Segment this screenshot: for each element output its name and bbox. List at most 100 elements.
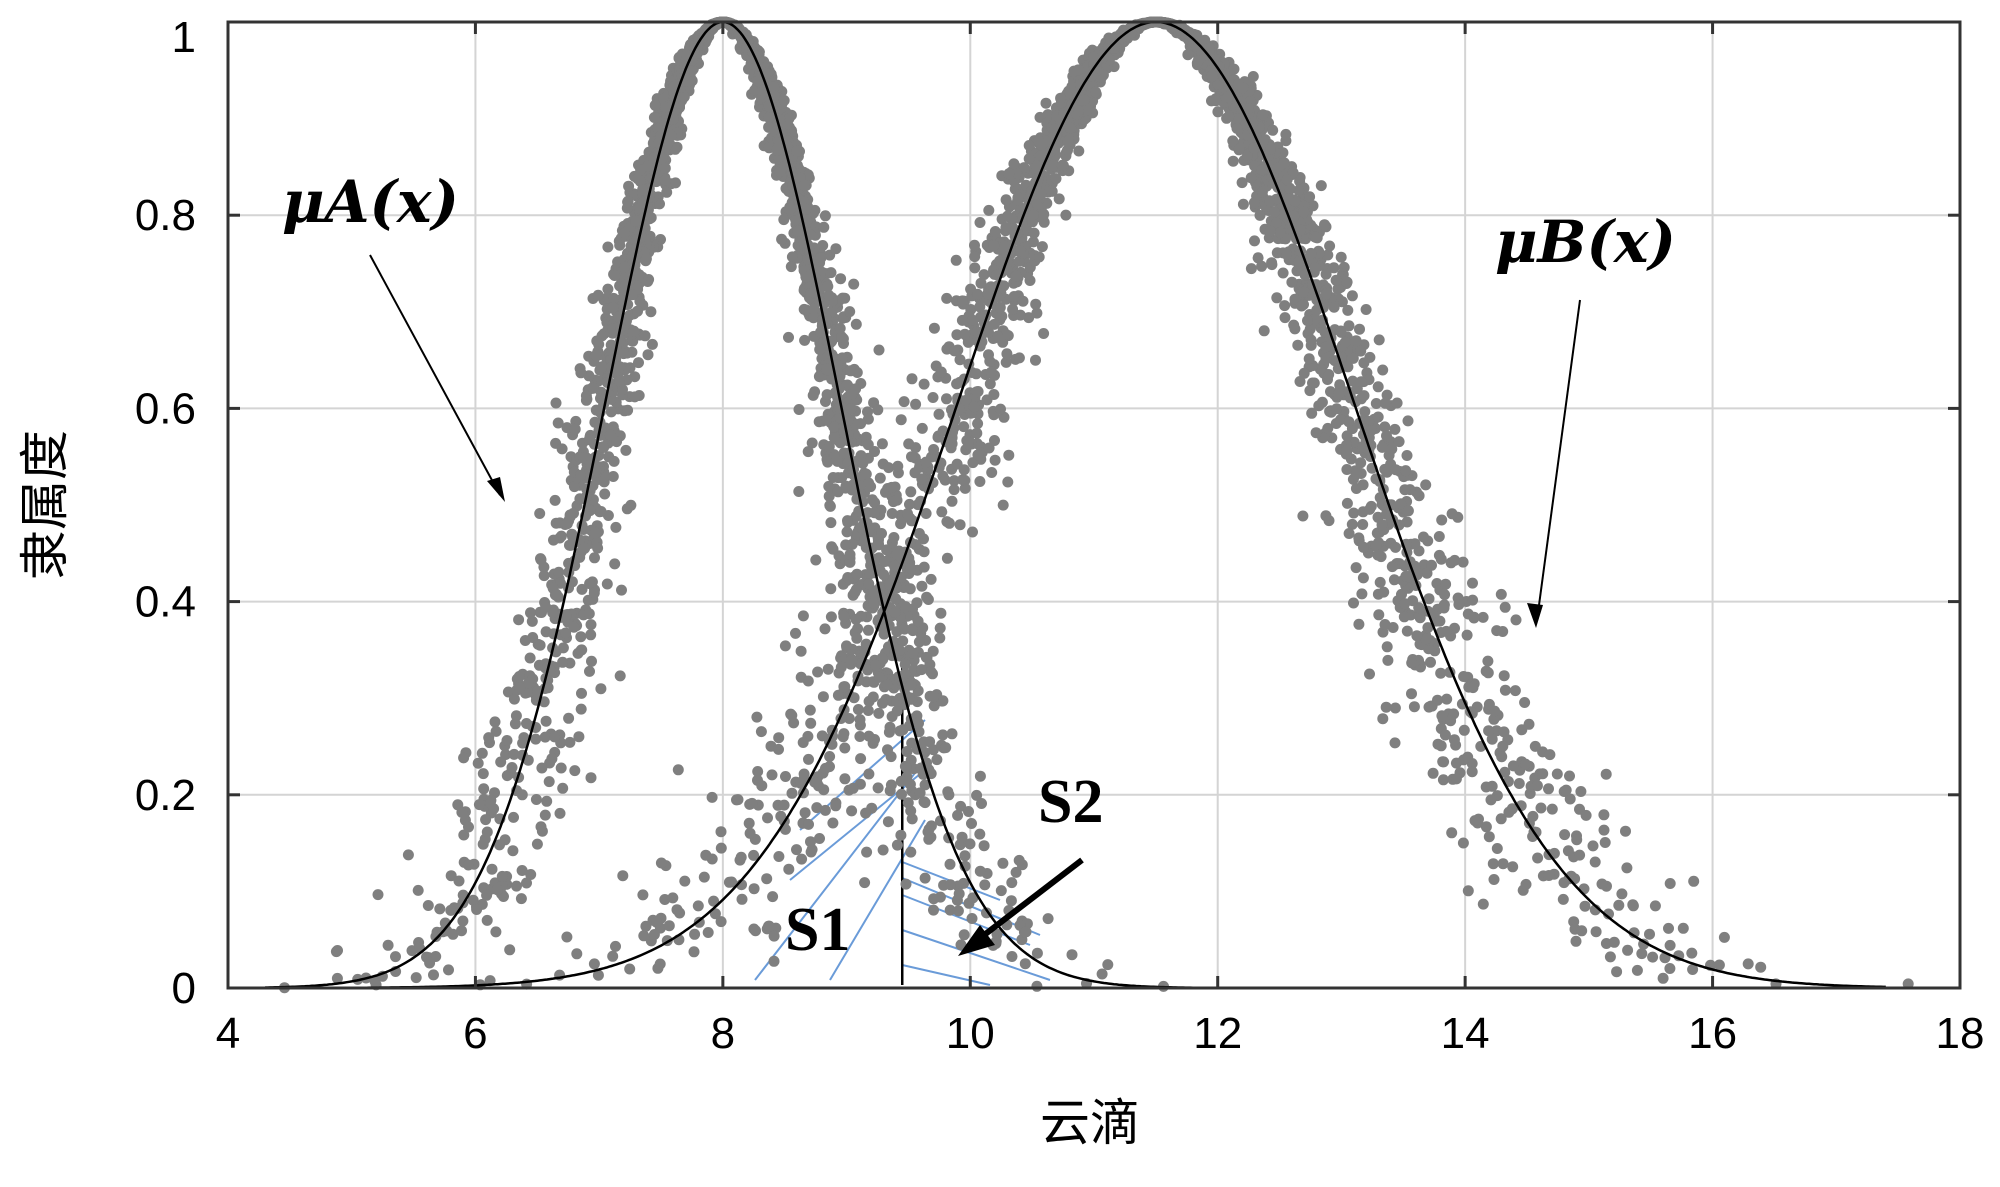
- cloud-drop-b: [1331, 403, 1343, 415]
- cloud-drop-b: [736, 893, 748, 905]
- cloud-drop-b: [959, 474, 971, 486]
- cloud-drop-b: [835, 661, 847, 673]
- cloud-drop-b: [1322, 422, 1334, 434]
- cloud-drop-a: [784, 203, 796, 215]
- cloud-drop-a: [1031, 980, 1043, 992]
- cloud-drop-a: [629, 391, 641, 403]
- cloud-drop-a: [840, 539, 852, 551]
- cloud-drop-a: [955, 800, 967, 812]
- cloud-drop-a: [609, 270, 621, 281]
- cloud-drop-b: [967, 314, 979, 326]
- cloud-drop-b: [1370, 540, 1382, 552]
- cloud-drop-a: [500, 749, 512, 761]
- cloud-drop-b: [1580, 809, 1592, 821]
- cloud-drop-b: [885, 779, 897, 791]
- cloud-drop-a: [592, 289, 604, 301]
- cloud-drop-b: [763, 920, 775, 932]
- cloud-drop-a: [830, 243, 842, 255]
- cloud-drop-a: [819, 210, 831, 222]
- cloud-drop-b: [773, 851, 785, 862]
- cloud-drop-a: [919, 872, 931, 884]
- cloud-drop-a: [831, 455, 843, 467]
- cloud-drop-a: [971, 789, 983, 801]
- cloud-drop-b: [1574, 849, 1586, 861]
- cloud-drop-b: [860, 807, 872, 819]
- cloud-drop-b: [1589, 856, 1601, 868]
- hatch-line: [902, 964, 991, 986]
- cloud-drop-a: [564, 736, 576, 748]
- cloud-drop-a: [605, 406, 617, 418]
- cloud-drop-b: [1437, 774, 1449, 786]
- cloud-drop-b: [1370, 398, 1382, 409]
- cloud-drop-a: [428, 969, 439, 981]
- cloud-drop-b: [1289, 323, 1301, 335]
- cloud-drop-b: [655, 857, 667, 869]
- cloud-drop-a: [595, 506, 607, 517]
- cloud-drop-a: [622, 196, 634, 208]
- cloud-drop-a: [567, 531, 579, 543]
- cloud-drop-a: [602, 283, 614, 295]
- cloud-drop-b: [1380, 508, 1392, 520]
- cloud-drop-a: [536, 762, 548, 774]
- cloud-drop-b: [1564, 793, 1576, 805]
- cloud-drop-a: [583, 434, 595, 446]
- cloud-drop-a: [554, 807, 566, 819]
- cloud-drop-a: [889, 560, 900, 572]
- cloud-drop-b: [706, 791, 718, 803]
- cloud-drop-a: [888, 532, 900, 543]
- cloud-drop-b: [1355, 457, 1367, 469]
- cloud-drop-b: [878, 628, 890, 640]
- cloud-drop-b: [1437, 601, 1449, 613]
- cloud-drop-a: [925, 666, 937, 678]
- cloud-drop-b: [895, 414, 907, 426]
- cloud-drop-a: [521, 718, 532, 729]
- cloud-drop-a: [597, 441, 609, 453]
- cloud-drop-a: [923, 823, 935, 835]
- cloud-drop-b: [945, 442, 957, 454]
- cloud-drop-b: [1379, 397, 1391, 409]
- cloud-drop-a: [518, 732, 530, 744]
- cloud-drop-b: [1036, 241, 1048, 253]
- cloud-drop-b: [916, 473, 928, 485]
- cloud-drop-b: [811, 777, 823, 789]
- cloud-drop-a: [661, 186, 673, 198]
- cloud-drop-b: [1401, 625, 1413, 637]
- cloud-drop-b: [1390, 464, 1402, 476]
- cloud-drop-a: [557, 642, 569, 654]
- cloud-drop-b: [934, 632, 946, 644]
- cloud-drop-b: [1427, 767, 1439, 779]
- cloud-drop-a: [862, 439, 874, 451]
- cloud-drop-a: [896, 788, 907, 800]
- cloud-drop-a: [535, 554, 547, 566]
- cloud-drop-b: [1281, 174, 1293, 186]
- cloud-drop-b: [715, 826, 727, 838]
- cloud-drop-b: [861, 846, 873, 858]
- cloud-drop-a: [549, 731, 561, 743]
- cloud-drop-b: [951, 378, 963, 390]
- cloud-drop-b: [1350, 562, 1362, 574]
- cloud-drop-b: [1015, 245, 1026, 257]
- cloud-drop-b: [1374, 492, 1386, 504]
- cloud-drop-a: [491, 884, 503, 896]
- cloud-drop-b: [1357, 572, 1369, 584]
- cloud-drop-b: [1495, 588, 1507, 600]
- cloud-drop-b: [1448, 734, 1460, 746]
- cloud-drop-a: [1006, 951, 1018, 962]
- cloud-drop-b: [1406, 657, 1418, 669]
- cloud-drop-b: [1227, 155, 1239, 167]
- cloud-drop-b: [1023, 140, 1035, 151]
- cloud-drop-b: [756, 780, 768, 792]
- cloud-drop-a: [583, 608, 595, 620]
- cloud-drop-a: [477, 838, 489, 850]
- cloud-drop-b: [1450, 757, 1462, 769]
- cloud-drop-b: [1571, 834, 1583, 846]
- cloud-drop-a: [845, 365, 857, 377]
- cloud-drop-a: [895, 775, 907, 787]
- cloud-drop-b: [1258, 325, 1270, 337]
- cloud-drop-a: [920, 651, 932, 663]
- cloud-drop-b: [812, 666, 824, 678]
- cloud-drop-a: [473, 799, 485, 811]
- cloud-drop-a: [506, 762, 518, 773]
- cloud-drop-b: [1579, 900, 1591, 912]
- cloud-drop-b: [850, 613, 862, 625]
